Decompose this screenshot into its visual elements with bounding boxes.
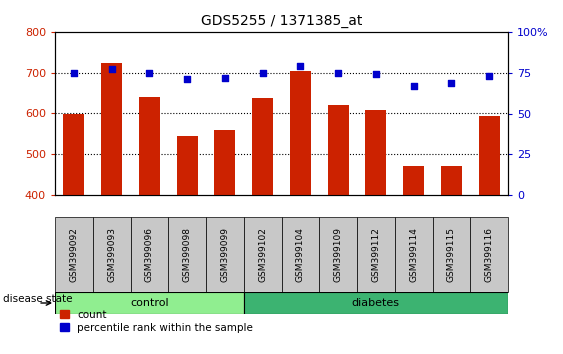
Bar: [479, 115, 499, 195]
Bar: [215, 130, 235, 195]
Bar: [252, 98, 273, 195]
Bar: [55, 217, 93, 292]
Point: [69, 70, 78, 76]
Point: [485, 73, 494, 79]
Point: [107, 67, 116, 72]
Point: [447, 80, 456, 85]
Text: GSM399098: GSM399098: [182, 227, 191, 282]
Bar: [470, 217, 508, 292]
Point: [296, 63, 305, 69]
Bar: [432, 217, 470, 292]
Text: control: control: [130, 298, 169, 308]
Point: [258, 70, 267, 76]
Bar: [131, 217, 168, 292]
Bar: [168, 217, 206, 292]
Bar: [101, 63, 122, 195]
Text: GSM399104: GSM399104: [296, 227, 305, 282]
Bar: [365, 110, 386, 195]
Bar: [93, 217, 131, 292]
Legend: count, percentile rank within the sample: count, percentile rank within the sample: [60, 310, 253, 333]
Bar: [244, 292, 508, 314]
Bar: [357, 217, 395, 292]
Bar: [177, 136, 198, 195]
Text: GSM399099: GSM399099: [220, 227, 229, 282]
Point: [334, 70, 343, 76]
Bar: [55, 292, 244, 314]
Text: diabetes: diabetes: [352, 298, 400, 308]
Text: GSM399096: GSM399096: [145, 227, 154, 282]
Bar: [290, 71, 311, 195]
Text: GSM399093: GSM399093: [107, 227, 116, 282]
Text: GSM399102: GSM399102: [258, 227, 267, 282]
Text: GSM399112: GSM399112: [372, 227, 381, 282]
Title: GDS5255 / 1371385_at: GDS5255 / 1371385_at: [201, 14, 362, 28]
Text: GSM399092: GSM399092: [69, 227, 78, 282]
Bar: [64, 114, 84, 195]
Point: [409, 83, 418, 88]
Bar: [328, 104, 348, 195]
Bar: [441, 166, 462, 195]
Bar: [244, 217, 282, 292]
Bar: [139, 97, 160, 195]
Point: [372, 72, 381, 77]
Point: [145, 70, 154, 76]
Text: GSM399116: GSM399116: [485, 227, 494, 282]
Text: GSM399115: GSM399115: [447, 227, 456, 282]
Bar: [319, 217, 357, 292]
Bar: [403, 166, 424, 195]
Point: [182, 76, 191, 82]
Text: GSM399109: GSM399109: [334, 227, 343, 282]
Text: disease state: disease state: [3, 295, 72, 304]
Bar: [395, 217, 432, 292]
Text: GSM399114: GSM399114: [409, 227, 418, 282]
Point: [220, 75, 229, 80]
Bar: [282, 217, 319, 292]
Bar: [206, 217, 244, 292]
